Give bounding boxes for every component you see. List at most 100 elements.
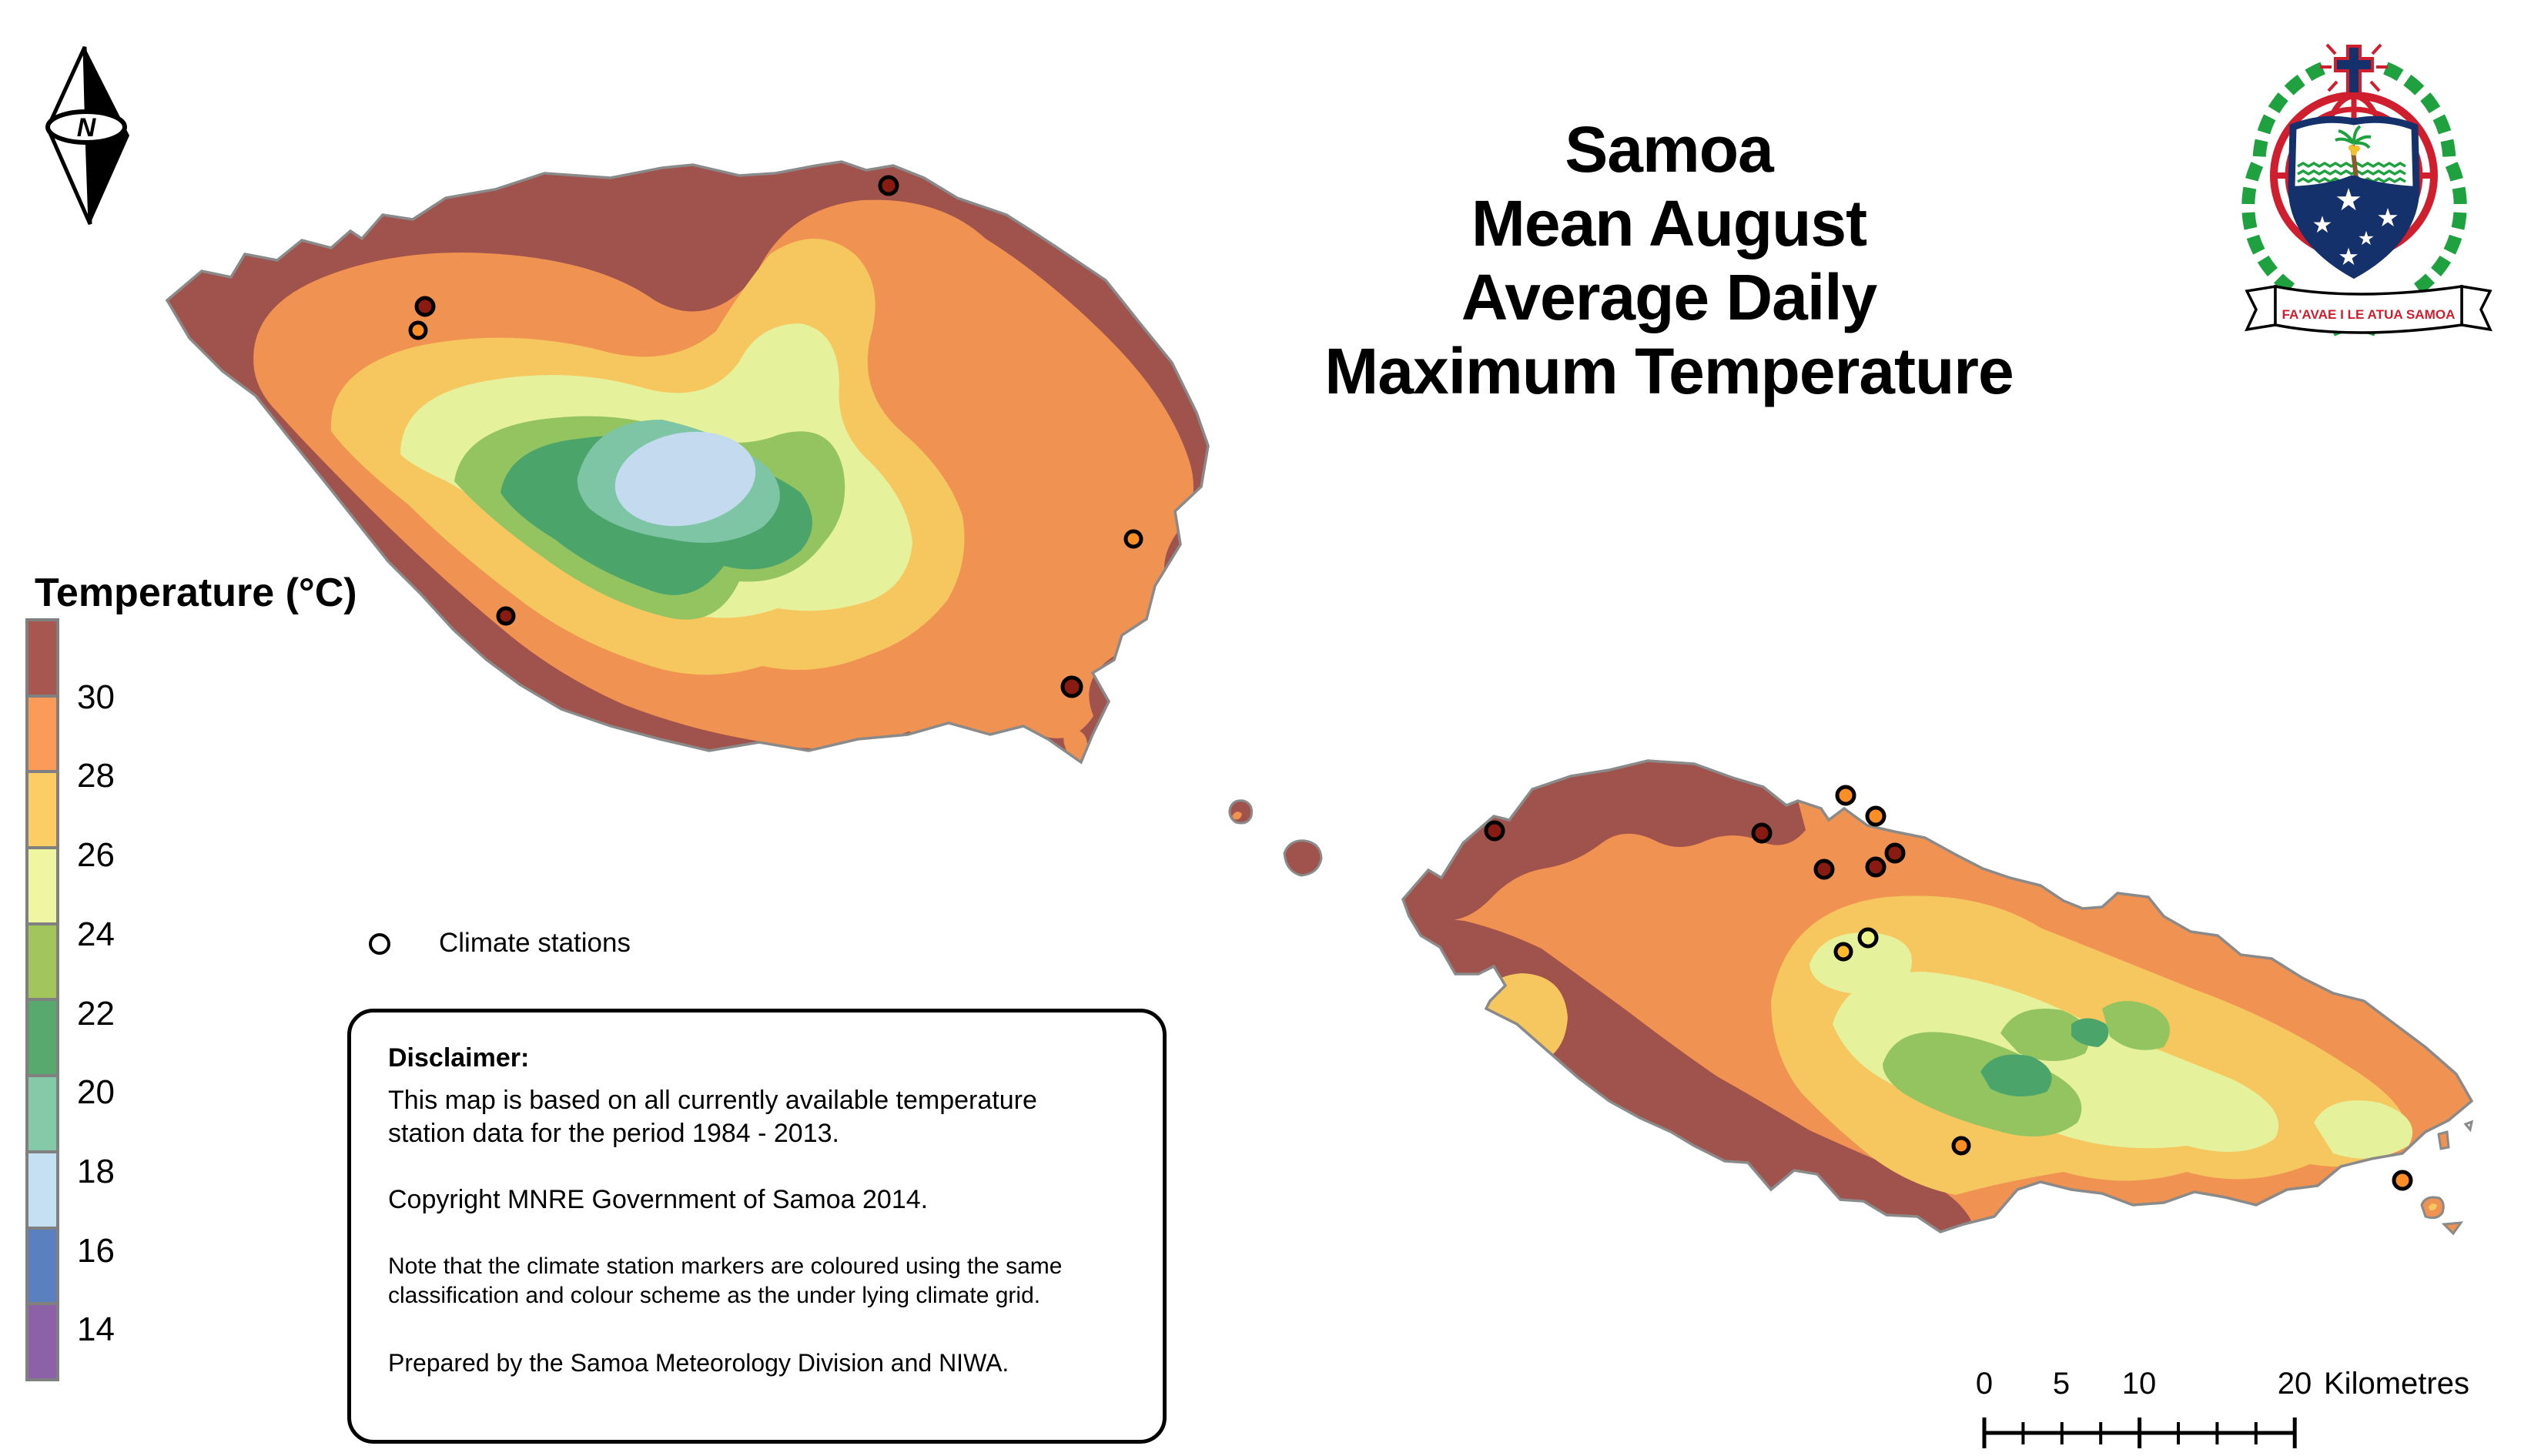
samoa-coat-of-arms: ★ ★ ★ ★ ★ FA'AVAE I LE ATUA SAMOA bbox=[2241, 43, 2492, 336]
islet-nuutele bbox=[2437, 1130, 2450, 1150]
legend-boundary-label-14: 14 bbox=[77, 1310, 115, 1349]
scale-label-0: 0 bbox=[1976, 1367, 1993, 1401]
station-circle-icon bbox=[369, 933, 390, 955]
disclaimer-paragraph-3: Note that the climate station markers ar… bbox=[388, 1252, 1120, 1310]
legend-swatch-20-22 bbox=[25, 998, 59, 1078]
wreath-right bbox=[2382, 62, 2467, 294]
legend-boundary-label-18: 18 bbox=[77, 1152, 115, 1190]
legend-swatch-14-16 bbox=[25, 1226, 59, 1306]
legend-boundary-label-26: 26 bbox=[77, 836, 115, 875]
emblem-cross bbox=[2320, 43, 2388, 95]
cross-rays bbox=[2320, 43, 2388, 92]
legend-boundary-label-30: 30 bbox=[77, 678, 115, 716]
climate-station-marker bbox=[1833, 942, 1853, 962]
climate-station-marker bbox=[414, 296, 436, 317]
climate-station-marker bbox=[1951, 1136, 1971, 1156]
climate-station-marker bbox=[1865, 805, 1886, 827]
climate-station-marker bbox=[496, 606, 516, 626]
climate-station-marker bbox=[1813, 859, 1835, 880]
climate-stations-legend-symbol bbox=[369, 933, 390, 955]
disclaimer-p3-line2: classification and colour scheme as the … bbox=[388, 1283, 1041, 1308]
svg-text:★: ★ bbox=[2376, 203, 2399, 232]
climate-stations-legend-label: Climate stations bbox=[439, 928, 631, 958]
small-islands bbox=[1228, 799, 2474, 1236]
islet-nuulua-center bbox=[2429, 1203, 2437, 1211]
disclaimer-paragraph-1: This map is based on all currently avail… bbox=[388, 1084, 1120, 1150]
upolu-band-22-24-c bbox=[2102, 1001, 2170, 1050]
southern-cross-stars: ★ ★ ★ ★ ★ bbox=[2312, 183, 2399, 270]
upolu-band-22-24-a bbox=[1883, 1032, 2082, 1136]
upolu-band-above-30-northwest bbox=[1403, 761, 1806, 921]
legend-boundary-label-28: 28 bbox=[77, 757, 115, 795]
legend-swatch-24-26 bbox=[25, 846, 59, 925]
legend-swatch-16-18 bbox=[25, 1150, 59, 1230]
savaii-coastline bbox=[165, 160, 1210, 765]
upolu-band-24-26-ridge bbox=[1833, 972, 2279, 1152]
island-apolima-orange bbox=[1232, 812, 1242, 820]
climate-station-marker bbox=[1857, 927, 1879, 949]
scale-unit-label: Kilometres bbox=[2324, 1367, 2469, 1401]
emblem-motto: FA'AVAE I LE ATUA SAMOA bbox=[2282, 307, 2456, 322]
climate-station-marker bbox=[1060, 675, 1083, 698]
legend-swatch-22-24 bbox=[25, 922, 59, 1002]
north-arrow: N bbox=[45, 45, 129, 226]
island-savaii bbox=[165, 160, 1210, 765]
climate-station-marker bbox=[2392, 1170, 2413, 1191]
legend-boundary-label-16: 16 bbox=[77, 1231, 115, 1270]
shield-navy-field bbox=[2292, 175, 2416, 275]
legend-swatch-above-30 bbox=[25, 618, 59, 698]
islet-speck bbox=[2463, 1120, 2474, 1133]
disclaimer-paragraph-4: Prepared by the Samoa Meteorology Divisi… bbox=[388, 1349, 1009, 1377]
scale-label-20: 20 bbox=[2278, 1367, 2312, 1401]
wreath-left bbox=[2241, 62, 2327, 294]
disclaimer-paragraph-2: Copyright MNRE Government of Samoa 2014. bbox=[388, 1185, 929, 1214]
climate-station-marker bbox=[408, 320, 428, 340]
emblem-shield: ★ ★ ★ ★ ★ bbox=[2288, 115, 2420, 279]
scale-label-10: 10 bbox=[2122, 1367, 2157, 1401]
island-apolima bbox=[1228, 799, 1253, 825]
north-arrow-n-label: N bbox=[77, 113, 97, 142]
upolu-band-26-28-west-pocket bbox=[1477, 973, 1568, 1067]
map-title-line-3: Average Daily bbox=[1461, 261, 1878, 333]
climate-station-marker bbox=[1884, 842, 1906, 864]
legend-title: Temperature (°C) bbox=[35, 571, 357, 615]
north-arrow-ellipse bbox=[45, 109, 127, 145]
climate-station-marker bbox=[1751, 822, 1773, 844]
disclaimer-p1-line2: station data for the period 1984 - 2013. bbox=[388, 1119, 839, 1148]
island-upolu bbox=[1401, 759, 2474, 1233]
disclaimer-box: Disclaimer: This map is based on all cur… bbox=[347, 1009, 1167, 1444]
upolu-band-22-24-b bbox=[2000, 1009, 2090, 1061]
disclaimer-p3-line1: Note that the climate station markers ar… bbox=[388, 1253, 1063, 1279]
climate-station-marker bbox=[1865, 856, 1886, 878]
islet-fanuatapu bbox=[2441, 1221, 2464, 1236]
scale-bar-ticks bbox=[1982, 1418, 2297, 1448]
climate-station-marker bbox=[1835, 785, 1856, 806]
scale-bar: 0 5 10 20 Kilometres bbox=[1976, 1367, 2469, 1448]
map-title-line-1: Samoa bbox=[1565, 113, 1773, 186]
scale-label-5: 5 bbox=[2053, 1367, 2070, 1401]
disclaimer-p1-line1: This map is based on all currently avail… bbox=[388, 1086, 1037, 1115]
savaii-band-16-18 bbox=[614, 431, 756, 527]
legend-swatch-28-30 bbox=[25, 694, 59, 774]
legend-boundary-label-20: 20 bbox=[77, 1073, 115, 1112]
climate-station-markers bbox=[408, 175, 2413, 1191]
climate-station-marker bbox=[878, 175, 899, 196]
map-title: Samoa Mean August Average Daily Maximum … bbox=[1267, 112, 2071, 408]
climate-station-marker bbox=[1123, 529, 1143, 549]
map-title-line-2: Mean August bbox=[1471, 187, 1867, 259]
legend-swatch-below-14 bbox=[25, 1302, 59, 1381]
legend-color-bar bbox=[25, 618, 59, 1381]
upolu-band-20-22-a bbox=[1980, 1054, 2052, 1097]
upolu-band-20-22-b bbox=[2071, 1018, 2109, 1047]
upolu-band-24-26-east bbox=[2314, 1100, 2413, 1159]
legend-boundary-label-22: 22 bbox=[77, 994, 115, 1033]
emblem-banner: FA'AVAE I LE ATUA SAMOA bbox=[2245, 284, 2492, 334]
legend-swatch-18-20 bbox=[25, 1074, 59, 1153]
map-title-line-4: Maximum Temperature bbox=[1324, 335, 2014, 407]
svg-text:★: ★ bbox=[2335, 183, 2362, 217]
cross-shape bbox=[2334, 45, 2374, 95]
disclaimer-heading: Disclaimer: bbox=[388, 1043, 530, 1073]
climate-station-marker bbox=[1484, 820, 1505, 842]
svg-text:★: ★ bbox=[2338, 243, 2359, 270]
